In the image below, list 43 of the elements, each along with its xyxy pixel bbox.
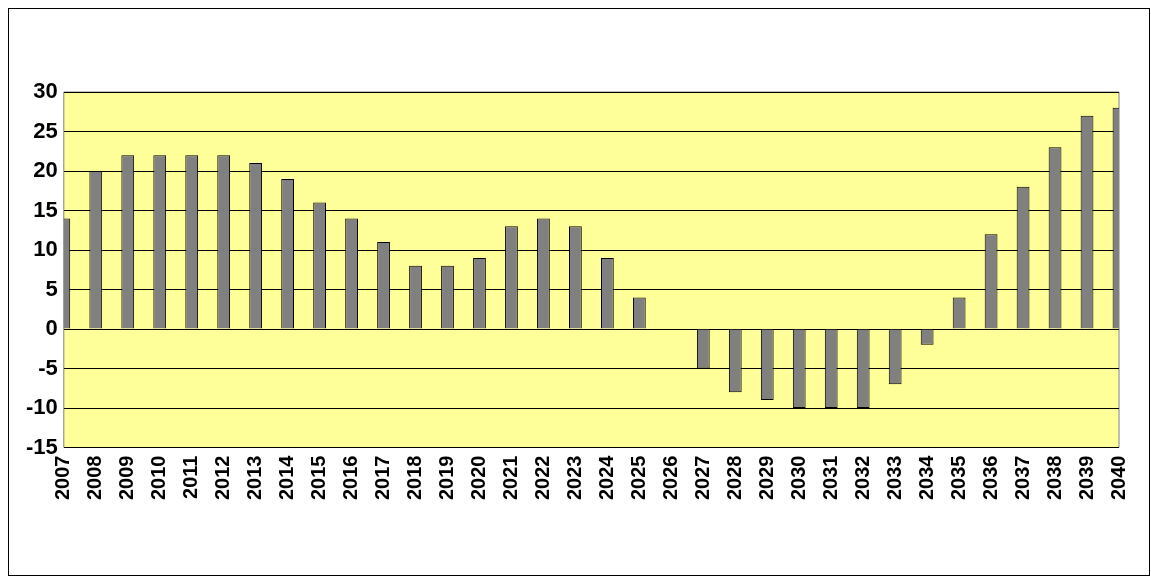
- y-tick-label: -5: [38, 354, 58, 380]
- y-tick-label: -10: [26, 394, 58, 420]
- x-tick-label: 2026: [658, 455, 681, 501]
- x-tick-label: 2035: [946, 455, 969, 501]
- x-tick-label: 2027: [690, 455, 713, 501]
- x-tick-label: 2008: [83, 455, 106, 501]
- y-tick-label: 10: [33, 236, 58, 262]
- x-tick-label: 2024: [594, 454, 617, 501]
- y-tick-label: 5: [45, 275, 58, 301]
- x-tick-label: 2029: [754, 455, 777, 501]
- y-tick-label: 15: [33, 196, 58, 222]
- x-tick-label: 2022: [530, 455, 553, 501]
- y-tick-label: 20: [33, 157, 58, 183]
- x-tick-label: 2033: [882, 455, 905, 501]
- y-tick-label: 25: [33, 117, 58, 143]
- x-tick-label: 2036: [978, 455, 1001, 501]
- x-tick-label: 2039: [1074, 455, 1097, 501]
- x-tick-label: 2017: [371, 455, 394, 501]
- x-tick-label: 2030: [786, 455, 809, 501]
- x-tick-label: 2010: [147, 455, 170, 501]
- x-tick-label: 2038: [1042, 455, 1065, 501]
- x-tick-label: 2019: [435, 455, 458, 501]
- x-tick-label: 2031: [818, 455, 841, 501]
- x-tick-label: 2025: [626, 455, 649, 501]
- x-tick-label: 2014: [275, 454, 298, 501]
- x-tick-label: 2016: [339, 455, 362, 501]
- x-tick-label: 2023: [562, 455, 585, 501]
- x-tick-label: 2028: [722, 455, 745, 501]
- y-tick-label: 0: [45, 315, 58, 341]
- x-tick-label: 2011: [179, 455, 202, 499]
- y-tick-label: 30: [33, 78, 58, 104]
- x-tick-label: 2037: [1010, 455, 1033, 501]
- x-tick-label: 2009: [115, 455, 138, 501]
- x-tick-label: 2032: [850, 455, 873, 501]
- x-tick-label: 2012: [211, 455, 234, 501]
- x-tick-label: 2020: [467, 455, 489, 501]
- x-tick-label: 2034: [914, 454, 937, 501]
- x-tick-label: 2021: [498, 455, 521, 501]
- x-tick-label: 2007: [51, 455, 74, 501]
- x-tick-label: 2013: [243, 455, 266, 501]
- x-tick-label: 2015: [307, 455, 330, 501]
- x-tick-label: 2040: [1106, 455, 1129, 501]
- x-tick-label: 2018: [403, 455, 426, 501]
